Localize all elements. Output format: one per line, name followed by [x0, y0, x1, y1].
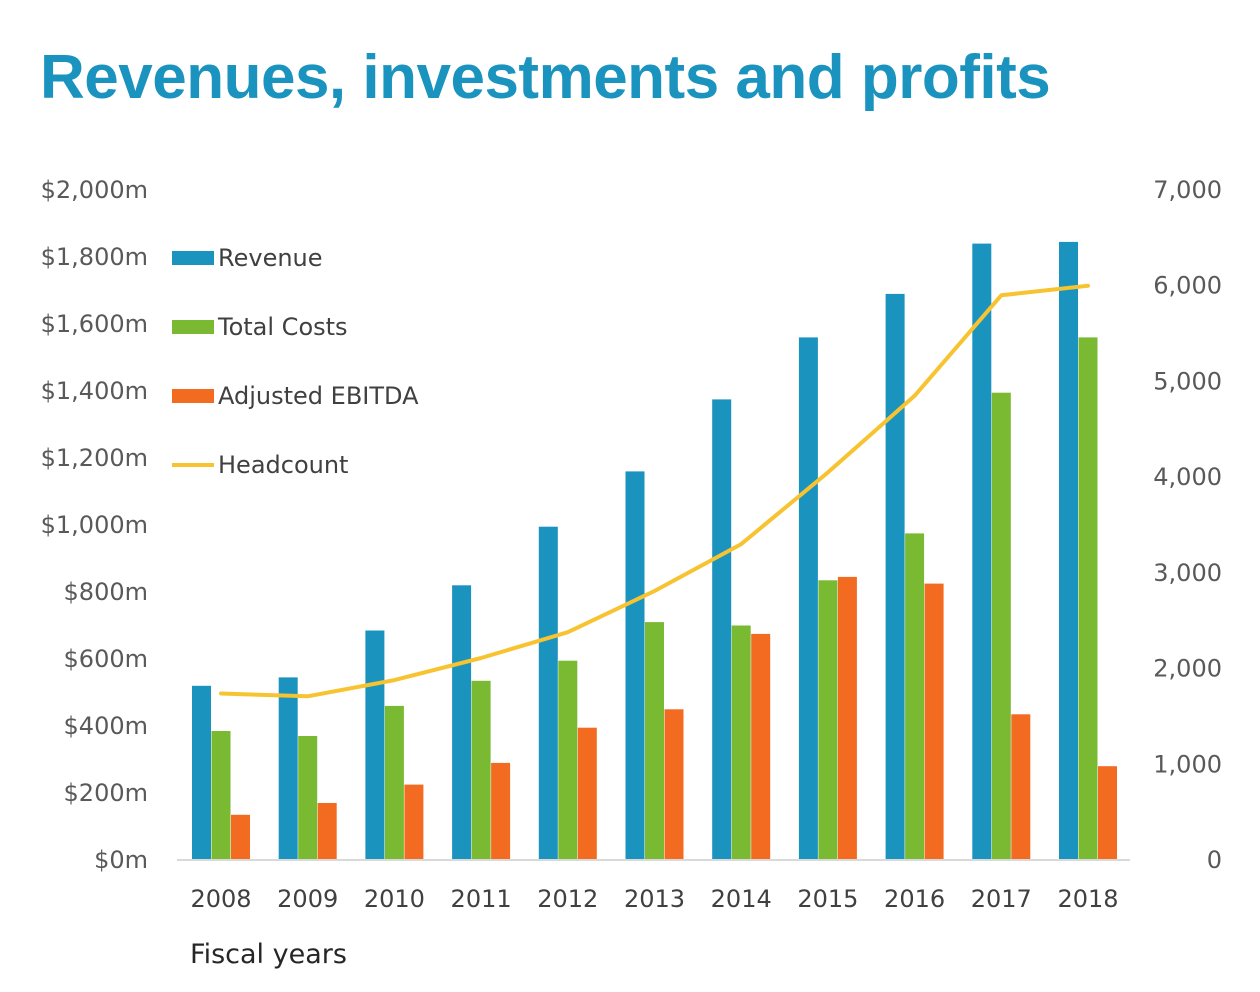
- bar-adjusted-ebitda: [231, 814, 250, 860]
- y-right-tick-label: 1,000: [1153, 750, 1222, 778]
- y-left-tick-label: $1,400m: [41, 377, 148, 405]
- y-right-tick-label: 3,000: [1153, 559, 1222, 587]
- bar-revenue: [538, 526, 558, 860]
- y-left-tick-label: $200m: [64, 779, 148, 807]
- bar-total-costs: [818, 580, 838, 860]
- bar-total-costs: [1078, 337, 1098, 860]
- legend-label-headcount: Headcount: [218, 451, 348, 479]
- x-tick-label: 2011: [451, 885, 512, 913]
- y-left-tick-label: $2,000m: [41, 176, 148, 204]
- bar-total-costs: [731, 625, 751, 860]
- bar-revenue: [192, 685, 211, 860]
- bar-total-costs: [298, 736, 318, 860]
- bar-revenue: [625, 471, 645, 860]
- x-tick-label: 2015: [797, 885, 858, 913]
- chart-title: Revenues, investments and profits: [40, 43, 1051, 112]
- bar-adjusted-ebitda: [924, 583, 944, 860]
- x-tick-label: 2008: [190, 885, 251, 913]
- legend-swatch-revenue: [172, 251, 214, 265]
- bar-adjusted-ebitda: [837, 576, 857, 860]
- x-axis-title: Fiscal years: [190, 939, 347, 970]
- legend-swatch-adjusted-ebitda: [172, 389, 214, 403]
- bar-total-costs: [905, 533, 925, 860]
- y-left-tick-label: $600m: [64, 645, 148, 673]
- bar-adjusted-ebitda: [1098, 766, 1117, 860]
- bar-adjusted-ebitda: [577, 727, 597, 860]
- y-left-tick-label: $1,200m: [41, 444, 148, 472]
- y-left-tick-label: $800m: [64, 578, 148, 606]
- bar-revenue: [1059, 241, 1078, 860]
- bar-total-costs: [471, 680, 491, 860]
- y-right-tick-label: 2,000: [1153, 655, 1222, 683]
- bar-adjusted-ebitda: [317, 803, 337, 860]
- legend-swatch-total-costs: [172, 320, 214, 334]
- bar-adjusted-ebitda: [491, 762, 511, 860]
- x-tick-label: 2018: [1057, 885, 1118, 913]
- bar-total-costs: [384, 705, 404, 860]
- bar-adjusted-ebitda: [404, 784, 424, 860]
- legend-label-total-costs: Total Costs: [217, 313, 348, 341]
- line-headcount: [219, 283, 1090, 699]
- y-left-tick-label: $1,600m: [41, 310, 148, 338]
- bar-adjusted-ebitda: [1011, 714, 1031, 860]
- bar-revenue: [798, 337, 818, 860]
- x-tick-label: 2013: [624, 885, 685, 913]
- bar-revenue: [712, 399, 732, 860]
- legend-label-adjusted-ebitda: Adjusted EBITDA: [218, 382, 419, 410]
- bar-revenue: [278, 677, 298, 860]
- bar-total-costs: [558, 660, 578, 860]
- y-left-tick-label: $0m: [94, 846, 148, 874]
- y-right-tick-label: 7,000: [1153, 176, 1222, 204]
- bar-adjusted-ebitda: [751, 633, 771, 860]
- x-tick-label: 2010: [364, 885, 425, 913]
- legend-label-revenue: Revenue: [218, 244, 323, 272]
- bar-total-costs: [211, 731, 231, 860]
- bar-total-costs: [991, 392, 1011, 860]
- bar-revenue: [452, 585, 472, 860]
- y-left-tick-label: $1,800m: [41, 243, 148, 271]
- x-tick-label: 2014: [711, 885, 772, 913]
- x-tick-label: 2016: [884, 885, 945, 913]
- bar-revenue: [972, 243, 992, 861]
- y-right-tick-label: 6,000: [1153, 272, 1222, 300]
- bar-total-costs: [645, 622, 664, 860]
- y-right-tick-label: 0: [1207, 846, 1222, 874]
- y-right-tick-label: 5,000: [1153, 367, 1222, 395]
- y-left-tick-label: $400m: [64, 712, 148, 740]
- y-right-tick-label: 4,000: [1153, 463, 1222, 491]
- x-tick-label: 2009: [277, 885, 338, 913]
- bar-revenue: [885, 293, 905, 860]
- x-tick-label: 2012: [537, 885, 598, 913]
- bar-revenue: [365, 630, 385, 860]
- x-tick-label: 2017: [971, 885, 1032, 913]
- y-left-tick-label: $1,000m: [41, 511, 148, 539]
- bar-adjusted-ebitda: [664, 709, 684, 861]
